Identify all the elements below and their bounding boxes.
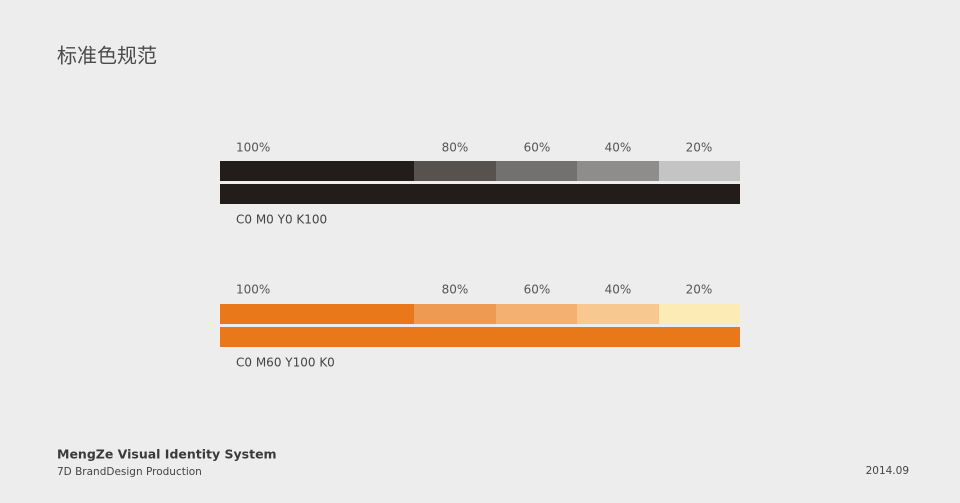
tint-label: 100% [236,141,270,155]
tint-swatch [659,161,740,181]
footer-date: 2014.09 [866,465,909,477]
full-swatch [220,327,740,347]
tint-swatch [659,304,740,324]
tint-swatch [414,304,496,324]
page-title: 标准色规范 [57,44,157,68]
footer-producer: 7D BrandDesign Production [57,466,202,478]
tint-label: 60% [524,141,551,155]
tint-label: 60% [524,283,551,297]
tint-swatch [220,161,414,181]
tint-swatch [220,304,414,324]
tint-swatch [577,304,659,324]
tint-label: 40% [605,283,632,297]
tint-swatch [414,161,496,181]
tint-label: 20% [686,141,713,155]
swatch-orange: 100% 80% 60% 40% 20% C0 M60 Y100 K0 [220,283,740,370]
color-spec: C0 M0 Y0 K100 [236,213,327,227]
color-spec: C0 M60 Y100 K0 [236,356,335,370]
tint-label: 80% [442,283,469,297]
tint-swatch [577,161,659,181]
swatch-black: 100% 80% 60% 40% 20% C0 M0 Y0 K100 [220,141,740,227]
tint-swatch [496,161,577,181]
tint-label: 80% [442,141,469,155]
full-swatch [220,184,740,204]
tint-swatch [496,304,577,324]
tint-label: 100% [236,283,270,297]
footer-brand: MengZe Visual Identity System [57,447,277,462]
tint-label: 20% [686,283,713,297]
tint-label: 40% [605,141,632,155]
